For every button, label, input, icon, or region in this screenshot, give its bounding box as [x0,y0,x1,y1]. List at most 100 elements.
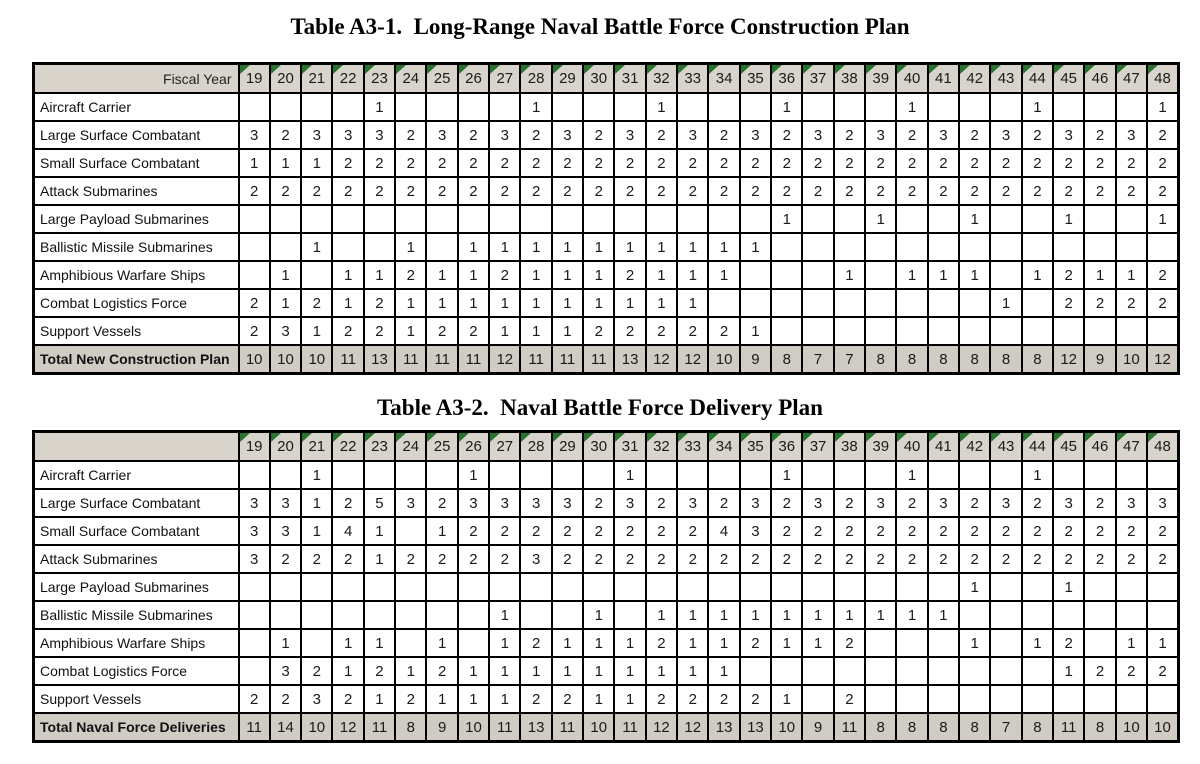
total-cell: 10 [582,712,616,743]
data-cell: 1 [644,288,679,318]
data-cell: 2 [770,516,804,546]
fiscal-year-corner-label: Fiscal Year [32,62,240,94]
data-cell: 1 [488,232,522,262]
data-cell [519,204,553,234]
data-cell [707,460,741,490]
data-cell [989,572,1023,602]
data-cell: 2 [425,544,459,574]
data-cell: 3 [1114,120,1149,150]
data-cell: 1 [958,260,992,290]
data-cell [801,316,835,346]
data-cell: 1 [707,260,741,290]
data-cell [738,656,773,686]
data-cell: 2 [707,176,741,206]
data-cell: 1 [676,628,710,658]
data-cell [770,288,804,318]
data-cell: 2 [770,488,804,518]
data-cell: 1 [832,260,867,290]
data-cell: 2 [832,684,867,714]
data-cell: 2 [1083,656,1117,686]
data-cell: 1 [676,656,710,686]
row-label: Amphibious Warfare Ships [32,628,240,658]
table-row: Amphibious Warfare Ships 1 1 1 2 1 1 2 1 1 1 2 1 1 1 1 1… [32,260,1180,290]
data-cell: 1 [268,628,303,658]
total-cell: 11 [519,344,553,375]
data-cell: 2 [801,176,835,206]
data-cell: 1 [300,488,334,518]
data-cell: 1 [268,148,303,178]
data-cell: 2 [801,544,835,574]
data-cell: 1 [550,232,585,262]
data-cell: 1 [268,260,303,290]
data-cell: 1 [707,628,741,658]
total-cell: 8 [958,712,992,743]
data-cell: 2 [268,544,303,574]
table-row: Large Surface Combatant 3 2 3 3 3 2 3 2 3 2 3 2 3 2 3 2 3… [32,120,1180,150]
year-header-cell: 29 [550,430,585,462]
total-cell: 13 [519,712,553,743]
data-cell [707,204,741,234]
data-cell [237,460,271,490]
total-cell: 12 [488,344,522,375]
year-header-cell: 37 [801,430,835,462]
data-cell: 2 [1146,288,1180,318]
data-cell: 3 [425,120,459,150]
data-cell [394,92,428,122]
data-cell [582,92,616,122]
data-cell [989,260,1023,290]
total-cell: 7 [801,344,835,375]
data-cell: 3 [362,120,397,150]
data-cell: 2 [394,544,428,574]
data-cell: 1 [644,656,679,686]
data-cell: 2 [958,120,992,150]
data-cell: 2 [644,176,679,206]
data-cell [801,204,835,234]
total-cell: 10 [707,344,741,375]
data-cell [1083,232,1117,262]
data-cell: 2 [864,544,898,574]
total-cell: 10 [1146,712,1180,743]
data-cell [1114,600,1149,630]
data-cell: 2 [1146,656,1180,686]
total-cell: 11 [1052,712,1086,743]
data-cell: 1 [1146,204,1180,234]
table-row: Aircraft Carrier 1 1 1 1 1 1 [32,460,1180,490]
data-cell: 2 [644,488,679,518]
year-header-cell: 26 [456,62,491,94]
data-cell [989,92,1023,122]
data-cell: 2 [1083,516,1117,546]
data-cell: 1 [676,600,710,630]
data-cell: 1 [362,684,397,714]
data-cell: 3 [237,120,271,150]
data-cell: 2 [801,148,835,178]
data-cell: 1 [1020,628,1055,658]
data-cell [1083,92,1117,122]
total-cell: 8 [926,712,961,743]
data-cell [268,600,303,630]
year-header-cell: 27 [488,430,522,462]
year-header-cell: 24 [394,62,428,94]
data-cell [770,232,804,262]
data-cell [331,460,365,490]
data-cell [237,572,271,602]
data-cell: 2 [1052,516,1086,546]
data-cell: 1 [676,288,710,318]
data-cell: 2 [958,176,992,206]
data-cell [331,600,365,630]
data-cell: 1 [488,288,522,318]
row-label: Large Payload Submarines [32,572,240,602]
row-label: Aircraft Carrier [32,460,240,490]
data-cell: 2 [832,516,867,546]
total-cell: 9 [1083,344,1117,375]
data-cell [1114,204,1149,234]
data-cell: 1 [519,260,553,290]
data-cell [832,316,867,346]
data-cell [989,684,1023,714]
data-cell: 2 [738,544,773,574]
data-cell: 1 [519,232,553,262]
data-cell [864,232,898,262]
data-cell: 2 [895,120,929,150]
data-cell: 1 [895,92,929,122]
data-cell: 3 [738,120,773,150]
data-cell: 2 [707,684,741,714]
